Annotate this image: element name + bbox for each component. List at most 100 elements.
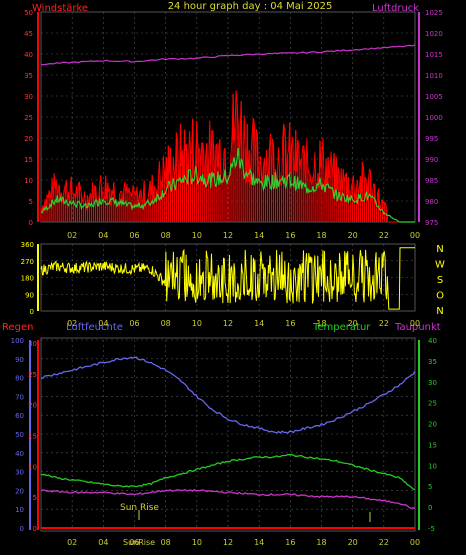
temperature-tick-label: 5 — [428, 483, 432, 491]
wind-tick-label: 5 — [29, 198, 33, 206]
axis-labels: 0510152025303540455097598098599099510001… — [11, 9, 445, 547]
wind-gust-series — [40, 90, 415, 223]
humidity-tick-label: 10 — [15, 506, 24, 514]
hour-tick-label: 00 — [410, 538, 420, 547]
wind-tick-label: 25 — [24, 114, 33, 122]
temperature-tick-label: 0 — [428, 504, 432, 512]
pressure-tick-label: 1025 — [425, 9, 443, 17]
wind-tick-label: 10 — [24, 177, 33, 185]
rain-tick-label: 15 — [28, 433, 37, 441]
pressure-tick-label: 1020 — [425, 30, 443, 38]
humidity-tick-label: 70 — [15, 393, 24, 401]
wind-tick-label: 0 — [29, 219, 33, 227]
wind-average-series — [40, 147, 415, 223]
luftfeuchte-label: Luftfeuchte — [66, 322, 123, 333]
humidity-tick-label: 40 — [15, 450, 24, 458]
wind-tick-label: 40 — [24, 51, 33, 59]
temperature-tick-label: 40 — [428, 337, 437, 345]
hour-tick-label: 12 — [223, 538, 233, 547]
sunrise-label: Sun Rise — [120, 503, 159, 513]
wind-tick-label: 15 — [24, 156, 33, 164]
wind-tick-label: 50 — [24, 9, 33, 17]
temperature-tick-label: 30 — [428, 379, 437, 387]
temperature-tick-label: -5 — [428, 525, 435, 533]
hour-tick-label: 18 — [316, 538, 326, 547]
hour-tick-label: 06 — [129, 538, 139, 547]
hour-tick-label: 04 — [98, 319, 108, 328]
compass-label: O — [436, 291, 444, 302]
windstaerke-label: Windstärke — [32, 3, 88, 14]
compass-label: N — [436, 244, 443, 255]
sunrise-axis-label: SunRise — [123, 538, 155, 547]
hour-tick-label: 20 — [348, 319, 358, 328]
humidity-tick-label: 30 — [15, 469, 24, 477]
wind-tick-label: 35 — [24, 72, 33, 80]
hour-tick-label: 14 — [254, 231, 264, 240]
temperature-tick-label: 35 — [428, 358, 437, 366]
humidity-tick-label: 80 — [15, 375, 24, 383]
hour-tick-label: 22 — [379, 231, 389, 240]
hour-tick-label: 10 — [192, 538, 202, 547]
humidity-tick-label: 50 — [15, 431, 24, 439]
hour-tick-label: 10 — [192, 231, 202, 240]
direction-tick-label: 90 — [25, 291, 34, 299]
rain-tick-label: 30 — [28, 340, 37, 348]
temperatur-label: Temperatur — [312, 322, 371, 333]
pressure-tick-label: 1010 — [425, 72, 443, 80]
hour-tick-label: 04 — [98, 538, 108, 547]
hour-tick-label: 12 — [223, 319, 233, 328]
direction-tick-label: 180 — [21, 275, 34, 283]
hour-tick-label: 18 — [316, 319, 326, 328]
hour-tick-label: 00 — [410, 231, 420, 240]
hour-tick-label: 02 — [67, 319, 77, 328]
hour-tick-label: 08 — [161, 231, 171, 240]
dewpoint-series — [40, 488, 416, 510]
pressure-tick-label: 1000 — [425, 114, 443, 122]
hour-tick-label: 02 — [67, 538, 77, 547]
temperature-tick-label: 20 — [428, 421, 437, 429]
wind-tick-label: 30 — [24, 93, 33, 101]
compass-label: N — [436, 306, 443, 317]
direction-tick-label: 270 — [21, 258, 34, 266]
humidity-tick-label: 90 — [15, 356, 24, 364]
compass-label: W — [435, 260, 445, 271]
direction-tick-label: 360 — [21, 241, 34, 249]
wind-tick-label: 45 — [24, 30, 33, 38]
rain-tick-label: 5 — [33, 494, 37, 502]
temperature-series — [40, 453, 416, 491]
hour-tick-label: 00 — [410, 319, 420, 328]
hour-tick-label: 08 — [161, 319, 171, 328]
hour-tick-label: 12 — [223, 231, 233, 240]
rain-tick-label: 20 — [28, 402, 37, 410]
wind-direction-series — [40, 247, 415, 310]
humidity-series — [40, 356, 416, 434]
hour-tick-label: 10 — [192, 319, 202, 328]
pressure-tick-label: 990 — [425, 156, 438, 164]
hour-tick-label: 06 — [129, 319, 139, 328]
hour-tick-label: 20 — [348, 538, 358, 547]
humidity-tick-label: 0 — [20, 525, 24, 533]
regen-label: Regen — [2, 322, 34, 333]
hour-tick-label: 22 — [379, 538, 389, 547]
hour-tick-label: 22 — [379, 319, 389, 328]
humidity-tick-label: 100 — [11, 337, 24, 345]
pressure-tick-label: 985 — [425, 177, 438, 185]
pressure-tick-label: 1005 — [425, 93, 443, 101]
hour-tick-label: 16 — [285, 231, 295, 240]
rain-tick-label: 10 — [28, 463, 37, 471]
hour-tick-label: 06 — [129, 231, 139, 240]
temperature-tick-label: 10 — [428, 462, 437, 470]
hour-tick-label: 20 — [348, 231, 358, 240]
pressure-tick-label: 995 — [425, 135, 438, 143]
panel-climate-frame — [40, 337, 416, 532]
compass-label: S — [437, 275, 443, 286]
hour-tick-label: 04 — [98, 231, 108, 240]
chart-title: 24 hour graph day : 04 Mai 2025 — [168, 1, 333, 12]
wind-tick-label: 20 — [24, 135, 33, 143]
pressure-tick-label: 980 — [425, 198, 438, 206]
pressure-tick-label: 975 — [425, 219, 438, 227]
humidity-tick-label: 60 — [15, 412, 24, 420]
direction-tick-label: 0 — [30, 308, 34, 316]
hour-tick-label: 14 — [254, 538, 264, 547]
